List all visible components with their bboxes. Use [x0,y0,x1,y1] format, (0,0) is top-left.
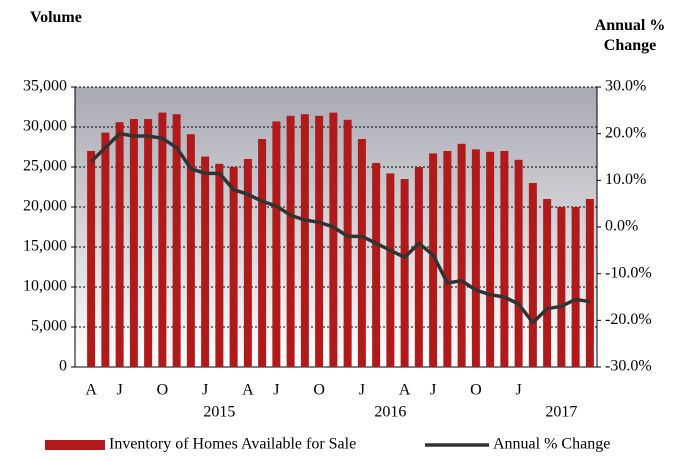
y2-tick-label: 20.0% [605,124,646,141]
y-tick-label: 0 [59,358,67,375]
x-tick-label: J [202,382,208,399]
y2-axis-label: Annual % Change [594,17,666,54]
x-tick-label: O [470,382,482,399]
bar [115,122,124,367]
x-year-label: 2017 [545,404,577,421]
y-axis-label: Volume [30,9,82,26]
bar [429,153,438,367]
bar [386,173,395,367]
y-tick-label: 10,000 [23,278,67,295]
bar [471,149,480,367]
bar [215,163,224,367]
y-tick-label: 20,000 [23,198,67,215]
bar [486,151,495,367]
x-tick-label: J [117,382,123,399]
y2-tick-label: -30.0% [605,358,652,375]
bar [357,139,366,367]
x-tick-label: A [85,382,97,399]
legend-label: Annual % Change [493,436,610,453]
y-tick-label: 5,000 [31,318,67,335]
bar [443,151,452,367]
bar [329,112,338,367]
bar [300,114,309,367]
x-tick-label: O [157,382,169,399]
bar [571,207,580,367]
bar [414,167,423,367]
x-tick-label: A [242,382,254,399]
bar [201,156,210,367]
bar [186,134,195,367]
bar [500,151,509,367]
bar [144,119,153,367]
bar [229,167,238,367]
legend-swatch [45,440,105,450]
y2-tick-label: 0.0% [605,218,638,235]
bar [315,115,324,367]
bar [514,159,523,367]
bar [400,179,409,367]
x-tick-label: J [359,382,365,399]
legend-label: Inventory of Homes Available for Sale [109,436,356,453]
bar [543,199,552,367]
x-tick-label: J [516,382,522,399]
bar [372,163,381,367]
y-tick-label: 15,000 [23,238,67,255]
bar [557,207,566,367]
bar [158,112,167,367]
x-year-label: 2016 [374,404,406,421]
bar [528,183,537,367]
y2-tick-label: 30.0% [605,78,646,95]
y2-tick-label: 10.0% [605,171,646,188]
y-tick-label: 35,000 [23,78,67,95]
y-tick-label: 30,000 [23,118,67,135]
bar [172,114,181,367]
bar [286,115,295,367]
bar [129,119,138,367]
y2-tick-label: -20.0% [605,311,652,328]
bar [343,119,352,367]
bar [457,143,466,367]
bar [272,121,281,368]
bar [87,151,96,367]
x-tick-label: J [430,382,436,399]
x-tick-label: A [399,382,411,399]
x-tick-label: J [273,382,279,399]
bar [101,132,110,367]
y-tick-label: 25,000 [23,158,67,175]
y2-tick-label: -10.0% [605,264,652,281]
line [89,131,591,325]
bar [585,199,594,367]
x-year-label: 2015 [203,404,235,421]
bar [258,139,267,367]
bar [243,159,252,367]
x-tick-label: O [313,382,325,399]
